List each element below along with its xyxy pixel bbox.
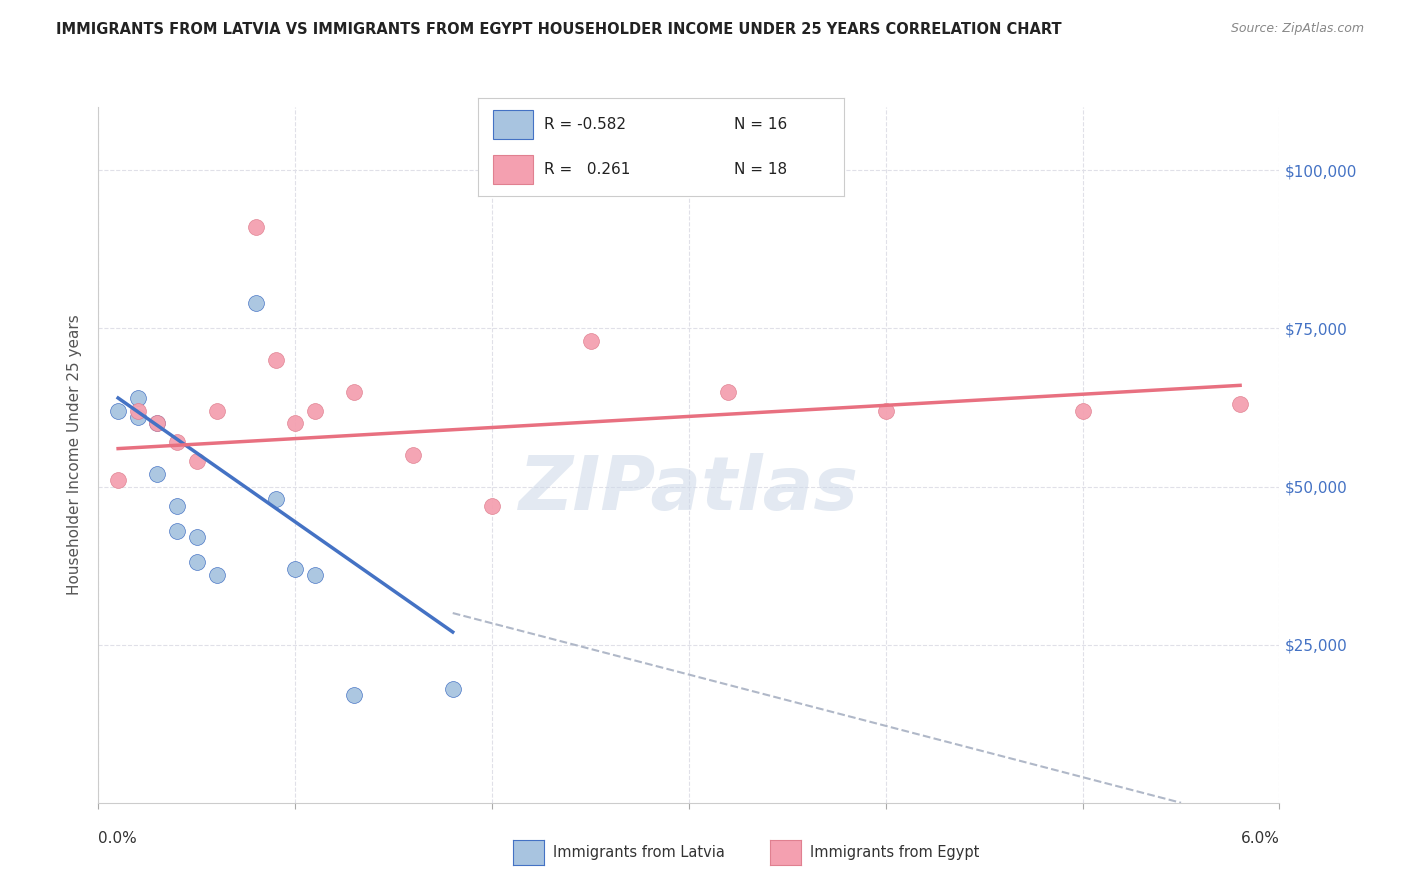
Point [264,353,287,368]
Point [343,688,366,702]
Point [186,530,208,544]
Point [146,467,169,481]
Point [107,403,129,417]
Point [127,409,149,424]
Text: Immigrants from Latvia: Immigrants from Latvia [553,846,724,860]
Text: R = -0.582: R = -0.582 [544,117,626,132]
Point [441,681,464,696]
Point [717,384,740,399]
Point [166,499,188,513]
Point [284,417,307,431]
Point [402,448,425,462]
Point [245,220,267,235]
Point [284,562,307,576]
Point [186,556,208,570]
Text: N = 18: N = 18 [734,162,787,178]
Point [127,391,149,405]
Bar [492,155,533,185]
Point [146,417,169,431]
Text: IMMIGRANTS FROM LATVIA VS IMMIGRANTS FROM EGYPT HOUSEHOLDER INCOME UNDER 25 YEAR: IMMIGRANTS FROM LATVIA VS IMMIGRANTS FRO… [56,22,1062,37]
Point [304,403,326,417]
Point [107,473,129,487]
Text: 0.0%: 0.0% [98,830,138,846]
Bar [492,110,533,139]
Text: ZIPatlas: ZIPatlas [519,453,859,526]
Point [166,524,188,538]
Point [304,568,326,582]
Y-axis label: Householder Income Under 25 years: Householder Income Under 25 years [67,315,83,595]
Point [264,492,287,507]
Point [205,403,228,417]
Point [186,454,208,468]
Text: R =   0.261: R = 0.261 [544,162,630,178]
Point [1071,403,1094,417]
Point [205,568,228,582]
Point [166,435,188,450]
Point [146,417,169,431]
Text: N = 16: N = 16 [734,117,787,132]
Point [343,384,366,399]
Text: Immigrants from Egypt: Immigrants from Egypt [810,846,979,860]
Point [481,499,503,513]
Text: 6.0%: 6.0% [1240,830,1279,846]
Point [127,403,149,417]
Point [1229,397,1251,411]
Point [579,334,602,348]
Point [875,403,897,417]
Point [245,296,267,310]
Text: Source: ZipAtlas.com: Source: ZipAtlas.com [1230,22,1364,36]
